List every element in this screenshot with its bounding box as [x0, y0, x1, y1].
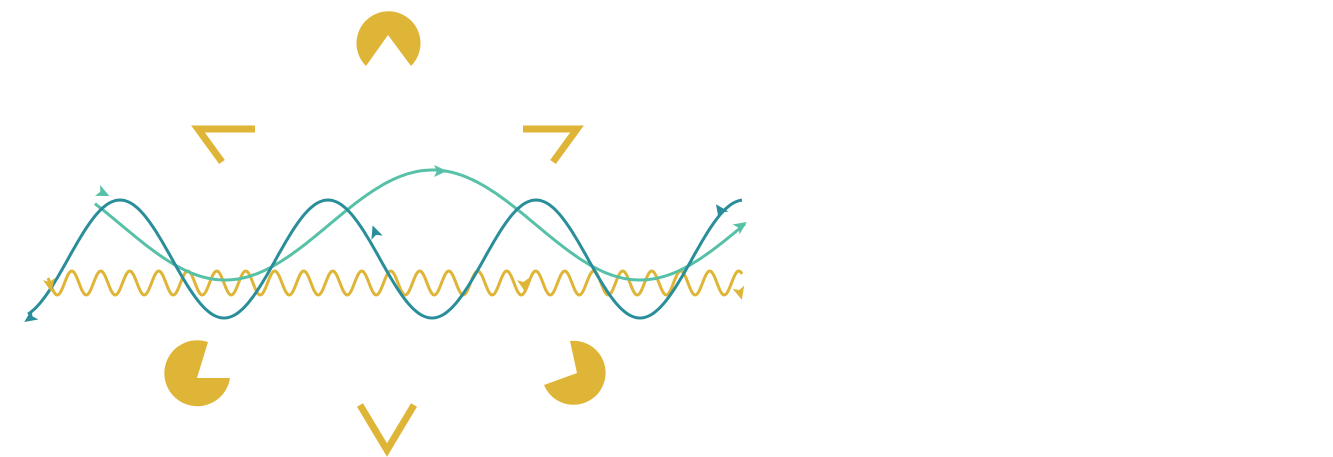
corner-top-right	[523, 125, 584, 165]
waves	[27, 168, 746, 320]
arrowhead-sine-mid	[371, 225, 383, 240]
arrowhead-sine-left	[24, 309, 39, 323]
wiggly-wave	[46, 269, 744, 297]
arrowhead-broad-right	[732, 221, 747, 235]
chevron-bottom	[356, 403, 418, 457]
arrowhead-wiggly-left	[43, 278, 55, 292]
pacman-bottom-left	[164, 340, 230, 407]
pacman-bottom-right	[544, 340, 606, 405]
arrowhead-wiggly-mid	[517, 278, 529, 292]
arrowhead-broad-top	[434, 165, 447, 177]
sine-wave	[27, 198, 743, 320]
pacman-top	[356, 11, 421, 66]
broad-wave	[94, 168, 746, 282]
corner-top-left	[191, 125, 255, 165]
arrowhead-sine-right	[715, 204, 729, 219]
arrowheads	[24, 165, 747, 323]
arrowhead-broad-left	[95, 185, 110, 196]
inducer-shapes	[164, 11, 606, 457]
arrowhead-wiggly-right	[732, 285, 745, 300]
